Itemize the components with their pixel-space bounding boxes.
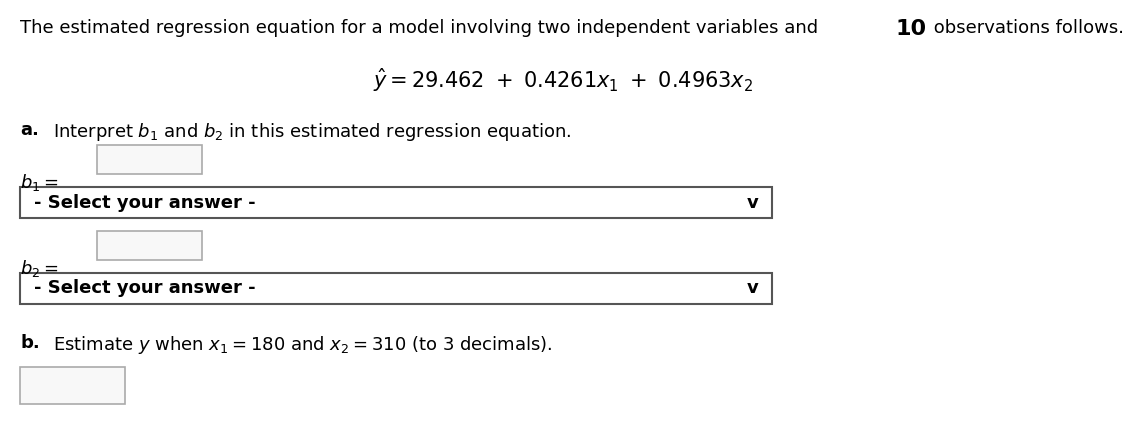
Text: v: v — [748, 279, 759, 297]
Text: v: v — [748, 194, 759, 212]
Text: Interpret $b_1$ and $b_2$ in this estimated regression equation.: Interpret $b_1$ and $b_2$ in this estima… — [53, 121, 571, 143]
Text: - Select your answer -: - Select your answer - — [34, 279, 256, 297]
Text: - Select your answer -: - Select your answer - — [34, 194, 256, 212]
FancyBboxPatch shape — [97, 145, 202, 174]
FancyBboxPatch shape — [20, 367, 125, 404]
Text: $b_1 =$: $b_1 =$ — [20, 172, 59, 193]
Text: Estimate $y$ when $x_1 = 180$ and $x_2 = 310$ (to 3 decimals).: Estimate $y$ when $x_1 = 180$ and $x_2 =… — [53, 334, 552, 356]
Text: $\hat{y} = 29.462\ +\ 0.4261x_1\ +\ 0.4963x_2$: $\hat{y} = 29.462\ +\ 0.4261x_1\ +\ 0.49… — [373, 66, 753, 94]
FancyBboxPatch shape — [97, 231, 202, 260]
Text: observations follows.: observations follows. — [928, 19, 1124, 37]
Text: The estimated regression equation for a model involving two independent variable: The estimated regression equation for a … — [20, 19, 824, 37]
FancyBboxPatch shape — [20, 187, 772, 218]
Text: $b_2 =$: $b_2 =$ — [20, 258, 59, 279]
Text: a.: a. — [20, 121, 39, 139]
Text: b.: b. — [20, 334, 41, 352]
Text: 10: 10 — [895, 19, 927, 39]
FancyBboxPatch shape — [20, 273, 772, 304]
